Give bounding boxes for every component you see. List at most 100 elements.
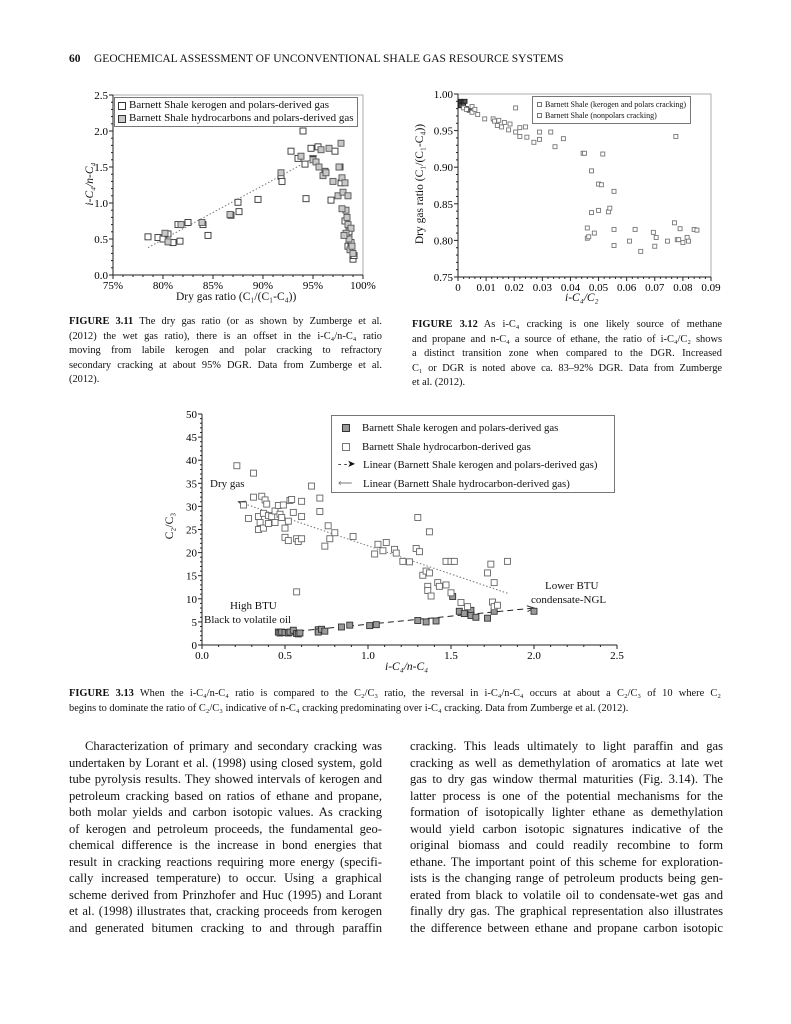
caption-label: FIGURE 3.12 xyxy=(412,319,478,330)
data-point-series-2 xyxy=(425,528,433,536)
x-tick-label: 0.08 xyxy=(673,282,693,294)
data-point-series-2 xyxy=(198,218,206,226)
data-point-series-2 xyxy=(399,557,407,565)
square-marker-icon xyxy=(537,113,542,118)
data-point-series-2 xyxy=(343,213,351,221)
data-point-series-1 xyxy=(462,98,468,104)
caption-line: As i-C₄ cracking is one likely source of… xyxy=(483,319,722,330)
data-point-series-2 xyxy=(676,237,682,243)
square-marker-icon xyxy=(118,114,126,123)
caption-line: (2012) the wet gas ratio), there is an o… xyxy=(69,330,382,342)
data-point-series-2 xyxy=(673,134,679,139)
data-point-series-1 xyxy=(254,195,262,203)
dotted-arrow-icon: ⟵ xyxy=(338,477,353,489)
legend-label: Barnett Shale hydrocarbon-derived gas xyxy=(362,440,531,453)
data-point-series-2 xyxy=(284,517,292,525)
caption-label: FIGURE 3.13 xyxy=(69,688,134,699)
data-point-series-2 xyxy=(338,205,346,213)
annotation-black-to-volatile-oil: Black to volatile oil xyxy=(204,614,292,626)
data-point-series-2 xyxy=(472,106,478,112)
x-tick-label: 0.01 xyxy=(476,282,495,294)
data-point-series-2 xyxy=(672,220,677,226)
data-point-series-1 xyxy=(278,177,286,185)
data-point-series-2 xyxy=(321,542,329,550)
y-tick-label: 45 xyxy=(186,432,198,444)
legend-label: Barnett Shale kerogen and polars-derived… xyxy=(129,99,330,111)
data-point-series-2 xyxy=(382,538,390,546)
data-point-series-2 xyxy=(598,182,604,188)
y-tick-label: 0.75 xyxy=(434,272,454,284)
fig313-x-axis-label: i-C₄/n-C₄ xyxy=(385,661,429,673)
data-point-series-2 xyxy=(517,125,523,131)
data-point-series-2 xyxy=(425,569,433,577)
x-tick-label: 0.05 xyxy=(589,282,609,294)
data-point-series-2 xyxy=(298,535,306,543)
data-point-series-2 xyxy=(611,243,617,248)
y-tick-label: 1.5 xyxy=(94,162,108,174)
body-line: of kerogen and petroleum proceeds, the f… xyxy=(69,821,382,836)
data-point-series-2 xyxy=(653,235,659,240)
data-point-series-2 xyxy=(414,514,422,521)
x-tick-label: 0.5 xyxy=(278,650,292,662)
data-point-series-2 xyxy=(250,469,257,477)
data-point-series-2 xyxy=(347,224,355,232)
y-tick-label: 0.85 xyxy=(434,199,454,211)
caption-line: et al. (2012). xyxy=(412,377,466,389)
annotation-condensate-ngl: condensate-NGL xyxy=(531,594,607,606)
data-point-series-2 xyxy=(226,211,234,218)
fig313-y-axis-label: C₂/C₃ xyxy=(164,512,176,540)
data-point-series-2 xyxy=(694,227,700,233)
data-point-series-2 xyxy=(457,599,465,606)
fig312-legend: Barnett Shale (kerogen and polars cracki… xyxy=(532,96,692,124)
data-point-series-2 xyxy=(552,144,558,150)
data-point-series-1 xyxy=(321,627,329,635)
caption-line: (2012). xyxy=(69,374,100,386)
data-point-series-2 xyxy=(632,226,638,232)
body-line: cracking as well as demethylation of aro… xyxy=(410,755,723,770)
annotation-lower-btu: Lower BTU xyxy=(545,580,599,592)
data-point-series-2 xyxy=(288,496,296,503)
data-point-series-2 xyxy=(335,163,343,171)
data-point-series-2 xyxy=(349,532,357,540)
fig311-legend: Barnett Shale kerogen and polars-derived… xyxy=(114,97,358,127)
square-marker-icon xyxy=(342,442,350,451)
x-tick-label: 2.5 xyxy=(610,650,624,662)
legend-item: Barnett Shale (nonpolars cracking) xyxy=(537,110,686,121)
data-point-series-2 xyxy=(317,146,325,154)
y-tick-label: 25 xyxy=(186,525,198,537)
y-tick-label: 0.5 xyxy=(94,234,108,246)
data-point-series-2 xyxy=(371,550,379,558)
y-tick-label: 15 xyxy=(186,571,198,583)
data-point-series-2 xyxy=(664,238,670,244)
y-tick-label: 0.90 xyxy=(434,162,454,174)
data-point-series-2 xyxy=(316,508,324,515)
x-tick-label: 85% xyxy=(203,280,223,292)
data-point-series-2 xyxy=(503,557,511,565)
body-line: gas to dry gas window thermal maturities… xyxy=(410,772,723,787)
legend-label: Linear (Barnett Shale hydrocarbon-derive… xyxy=(363,477,570,490)
data-point-series-2 xyxy=(334,192,342,200)
data-point-series-2 xyxy=(499,124,505,130)
annotation-high-btu: High BTU xyxy=(230,600,277,612)
data-point-series-2 xyxy=(607,205,613,211)
data-point-series-2 xyxy=(482,116,488,122)
x-tick-label: 0.02 xyxy=(505,282,524,294)
data-point-series-2 xyxy=(349,249,357,257)
y-tick-label: 40 xyxy=(186,455,198,467)
data-point-series-2 xyxy=(523,124,528,130)
x-tick-label: 80% xyxy=(153,280,173,292)
data-point-series-2 xyxy=(281,524,289,532)
x-tick-label: 0 xyxy=(455,282,461,294)
data-point-series-2 xyxy=(496,117,502,123)
dashed-arrow-icon: - -➤ xyxy=(338,459,356,470)
y-tick-label: 30 xyxy=(186,501,198,513)
data-point-series-2 xyxy=(435,582,443,590)
data-point-series-1 xyxy=(472,613,480,621)
data-point-series-2 xyxy=(297,152,305,160)
body-line: and generated bitumen cracking to and th… xyxy=(69,921,382,936)
body-line: both molar yields and carbon isotopic va… xyxy=(69,805,382,820)
legend-item: Barnett Shale kerogen and polars-derived… xyxy=(338,419,608,438)
data-point-series-2 xyxy=(589,168,594,174)
data-point-series-2 xyxy=(600,151,606,157)
